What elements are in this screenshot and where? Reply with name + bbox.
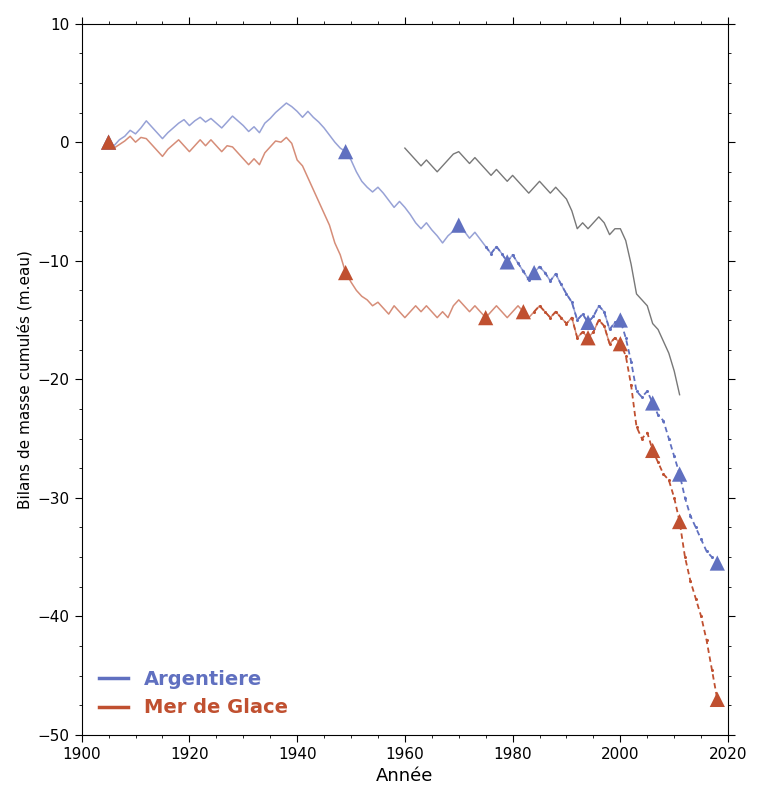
Y-axis label: Bilans de masse cumulés (m.eau): Bilans de masse cumulés (m.eau) [17,250,32,508]
Point [646,444,659,457]
Point [102,136,115,148]
Point [480,311,492,324]
Point [517,306,529,318]
Point [582,316,594,329]
Point [582,331,594,344]
Legend: Argentiere, Mer de Glace: Argentiere, Mer de Glace [92,662,296,725]
Point [339,266,351,279]
Point [501,256,513,269]
Point [528,266,540,279]
Point [614,338,626,350]
Point [674,468,686,480]
Point [102,136,115,148]
Point [674,515,686,528]
Point [711,693,724,706]
Point [614,314,626,326]
Point [646,396,659,409]
Point [452,219,465,232]
X-axis label: Année: Année [376,768,433,785]
Point [339,145,351,158]
Point [711,557,724,569]
